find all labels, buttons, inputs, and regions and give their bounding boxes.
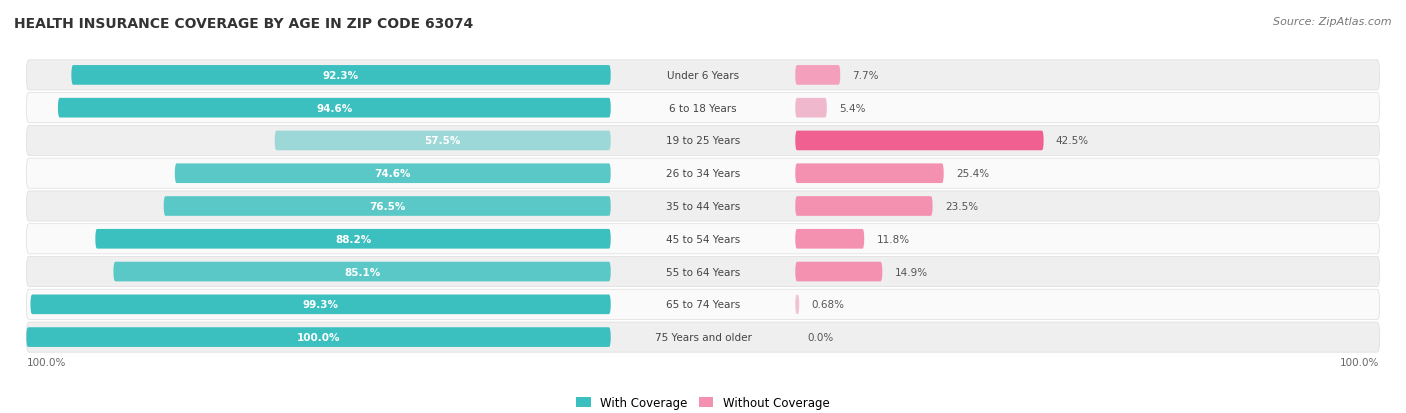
FancyBboxPatch shape — [796, 229, 865, 249]
Text: 23.5%: 23.5% — [945, 202, 979, 211]
FancyBboxPatch shape — [274, 131, 610, 151]
Text: 11.8%: 11.8% — [876, 234, 910, 244]
Text: 94.6%: 94.6% — [316, 103, 353, 114]
FancyBboxPatch shape — [796, 131, 1043, 151]
FancyBboxPatch shape — [796, 66, 841, 85]
Legend: With Coverage, Without Coverage: With Coverage, Without Coverage — [572, 392, 834, 413]
Text: 5.4%: 5.4% — [839, 103, 866, 114]
Text: 14.9%: 14.9% — [894, 267, 928, 277]
Text: HEALTH INSURANCE COVERAGE BY AGE IN ZIP CODE 63074: HEALTH INSURANCE COVERAGE BY AGE IN ZIP … — [14, 17, 474, 31]
Text: 45 to 54 Years: 45 to 54 Years — [666, 234, 740, 244]
Text: 55 to 64 Years: 55 to 64 Years — [666, 267, 740, 277]
Text: Source: ZipAtlas.com: Source: ZipAtlas.com — [1274, 17, 1392, 26]
FancyBboxPatch shape — [796, 99, 827, 118]
FancyBboxPatch shape — [27, 159, 1379, 189]
Text: 100.0%: 100.0% — [27, 357, 66, 367]
FancyBboxPatch shape — [796, 262, 883, 282]
Text: 99.3%: 99.3% — [302, 299, 339, 310]
Text: 76.5%: 76.5% — [368, 202, 405, 211]
Text: 0.68%: 0.68% — [811, 299, 845, 310]
FancyBboxPatch shape — [27, 126, 1379, 156]
Text: 100.0%: 100.0% — [1340, 357, 1379, 367]
Text: 65 to 74 Years: 65 to 74 Years — [666, 299, 740, 310]
FancyBboxPatch shape — [796, 164, 943, 184]
FancyBboxPatch shape — [27, 224, 1379, 254]
Text: 92.3%: 92.3% — [323, 71, 359, 81]
Text: 74.6%: 74.6% — [374, 169, 411, 179]
FancyBboxPatch shape — [96, 229, 610, 249]
FancyBboxPatch shape — [796, 295, 799, 314]
FancyBboxPatch shape — [796, 197, 932, 216]
Text: 19 to 25 Years: 19 to 25 Years — [666, 136, 740, 146]
Text: 85.1%: 85.1% — [344, 267, 380, 277]
FancyBboxPatch shape — [72, 66, 610, 85]
FancyBboxPatch shape — [174, 164, 610, 184]
FancyBboxPatch shape — [27, 257, 1379, 287]
Text: 7.7%: 7.7% — [852, 71, 879, 81]
Text: 25.4%: 25.4% — [956, 169, 990, 179]
Text: 6 to 18 Years: 6 to 18 Years — [669, 103, 737, 114]
Text: 57.5%: 57.5% — [425, 136, 461, 146]
Text: 42.5%: 42.5% — [1056, 136, 1090, 146]
FancyBboxPatch shape — [27, 290, 1379, 320]
FancyBboxPatch shape — [27, 93, 1379, 123]
FancyBboxPatch shape — [31, 295, 610, 314]
FancyBboxPatch shape — [58, 99, 610, 118]
FancyBboxPatch shape — [114, 262, 610, 282]
FancyBboxPatch shape — [27, 322, 1379, 352]
Text: 0.0%: 0.0% — [807, 332, 834, 342]
FancyBboxPatch shape — [27, 61, 1379, 91]
Text: 75 Years and older: 75 Years and older — [655, 332, 751, 342]
FancyBboxPatch shape — [163, 197, 610, 216]
Text: 35 to 44 Years: 35 to 44 Years — [666, 202, 740, 211]
FancyBboxPatch shape — [27, 192, 1379, 221]
FancyBboxPatch shape — [27, 328, 610, 347]
Text: Under 6 Years: Under 6 Years — [666, 71, 740, 81]
Text: 88.2%: 88.2% — [335, 234, 371, 244]
Text: 26 to 34 Years: 26 to 34 Years — [666, 169, 740, 179]
Text: 100.0%: 100.0% — [297, 332, 340, 342]
